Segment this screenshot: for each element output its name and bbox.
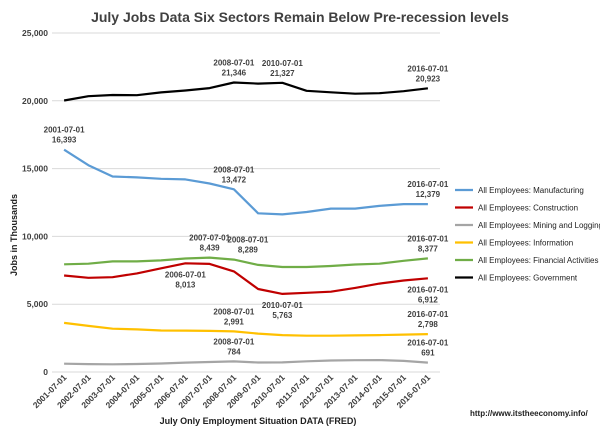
data-label-value: 2,798 [418, 320, 439, 329]
data-label: 2006-07-018,013 [165, 270, 206, 289]
gridlines [52, 32, 440, 373]
data-label: 2016-07-012,798 [407, 310, 448, 329]
legend-item: All Employees: Construction [455, 204, 578, 213]
legend-label: All Employees: Mining and Logging [478, 221, 600, 230]
data-label-date: 2006-07-01 [165, 270, 206, 279]
data-label-value: 5,763 [272, 311, 293, 320]
data-label-date: 2010-07-01 [262, 301, 303, 310]
data-label: 2016-07-018,377 [407, 234, 448, 253]
data-label-value: 12,379 [416, 190, 441, 199]
data-label-value: 21,327 [270, 69, 295, 78]
source-note: http://www.itstheeconomy.info/ [470, 409, 589, 418]
y-tick-label: 10,000 [22, 231, 48, 241]
series-line [63, 321, 428, 337]
data-label-date: 2001-07-01 [44, 126, 85, 135]
data-label-date: 2008-07-01 [227, 236, 268, 245]
data-label-value: 8,013 [175, 280, 196, 289]
data-label-value: 2,991 [224, 317, 245, 326]
data-label-date: 2010-07-01 [262, 59, 303, 68]
data-label-date: 2007-07-01 [189, 234, 230, 243]
y-tick-label: 5,000 [27, 299, 49, 309]
series-line [63, 262, 428, 295]
series-line [63, 81, 429, 102]
legend: All Employees: Manufacturing All Employee… [455, 186, 600, 283]
legend-item: All Employees: Financial Activities [455, 256, 599, 265]
y-axis-label: Jobs in Thousands [9, 194, 19, 276]
data-label-date: 2016-07-01 [407, 339, 448, 348]
legend-item: All Employees: Mining and Logging [455, 221, 600, 230]
data-label-date: 2008-07-01 [213, 59, 254, 68]
legend-item: All Employees: Information [455, 239, 573, 248]
data-label-value: 13,472 [222, 175, 247, 184]
data-label-date: 2016-07-01 [407, 180, 448, 189]
data-label-value: 8,377 [418, 244, 439, 253]
chart-title: July Jobs Data Six Sectors Remain Below … [91, 9, 509, 25]
data-label-value: 691 [421, 349, 435, 358]
data-label: 2010-07-015,763 [262, 301, 303, 320]
data-label-value: 16,393 [52, 136, 77, 145]
data-label: 2007-07-018,439 [189, 234, 230, 253]
y-tick-label: 0 [43, 367, 48, 377]
y-tick-label: 20,000 [22, 96, 48, 106]
data-label: 2008-07-012,991 [213, 307, 254, 326]
data-label-value: 8,439 [200, 244, 221, 253]
data-label-value: 8,289 [238, 246, 259, 255]
y-tick-label: 25,000 [22, 28, 48, 38]
x-axis-label: July Only Employment Situation DATA (FRE… [160, 416, 357, 426]
x-axis: 2001-07-012002-07-012003-07-012004-07-01… [31, 372, 433, 410]
legend-item: All Employees: Manufacturing [455, 186, 584, 195]
y-tick-label: 15,000 [22, 164, 48, 174]
data-label: 2008-07-018,289 [227, 236, 268, 255]
data-label: 2016-07-016,912 [407, 285, 448, 304]
series-line [64, 359, 428, 366]
data-label-date: 2016-07-01 [407, 64, 448, 73]
series-line [63, 148, 428, 216]
legend-label: All Employees: Information [478, 239, 573, 248]
y-axis: 0 5,000 10,000 15,000 20,000 25,000 [22, 28, 48, 377]
data-annotations: 2001-07-0116,3932008-07-0113,4722016-07-… [44, 59, 449, 358]
legend-label: All Employees: Financial Activities [478, 256, 599, 265]
data-label-date: 2016-07-01 [407, 310, 448, 319]
series-lines [63, 81, 429, 366]
data-label-date: 2008-07-01 [213, 307, 254, 316]
legend-label: All Employees: Manufacturing [478, 186, 584, 195]
legend-item: All Employees: Government [455, 274, 578, 283]
data-label-date: 2008-07-01 [213, 337, 254, 346]
data-label-value: 21,346 [222, 69, 247, 78]
data-label-value: 784 [227, 347, 241, 356]
data-label-date: 2016-07-01 [407, 234, 448, 243]
data-label-date: 2008-07-01 [213, 165, 254, 174]
legend-label: All Employees: Construction [478, 204, 578, 213]
legend-label: All Employees: Government [478, 274, 578, 283]
data-label-date: 2016-07-01 [407, 285, 448, 294]
data-label-value: 6,912 [418, 295, 439, 304]
data-label-value: 20,923 [416, 74, 441, 83]
series-line [64, 256, 429, 269]
